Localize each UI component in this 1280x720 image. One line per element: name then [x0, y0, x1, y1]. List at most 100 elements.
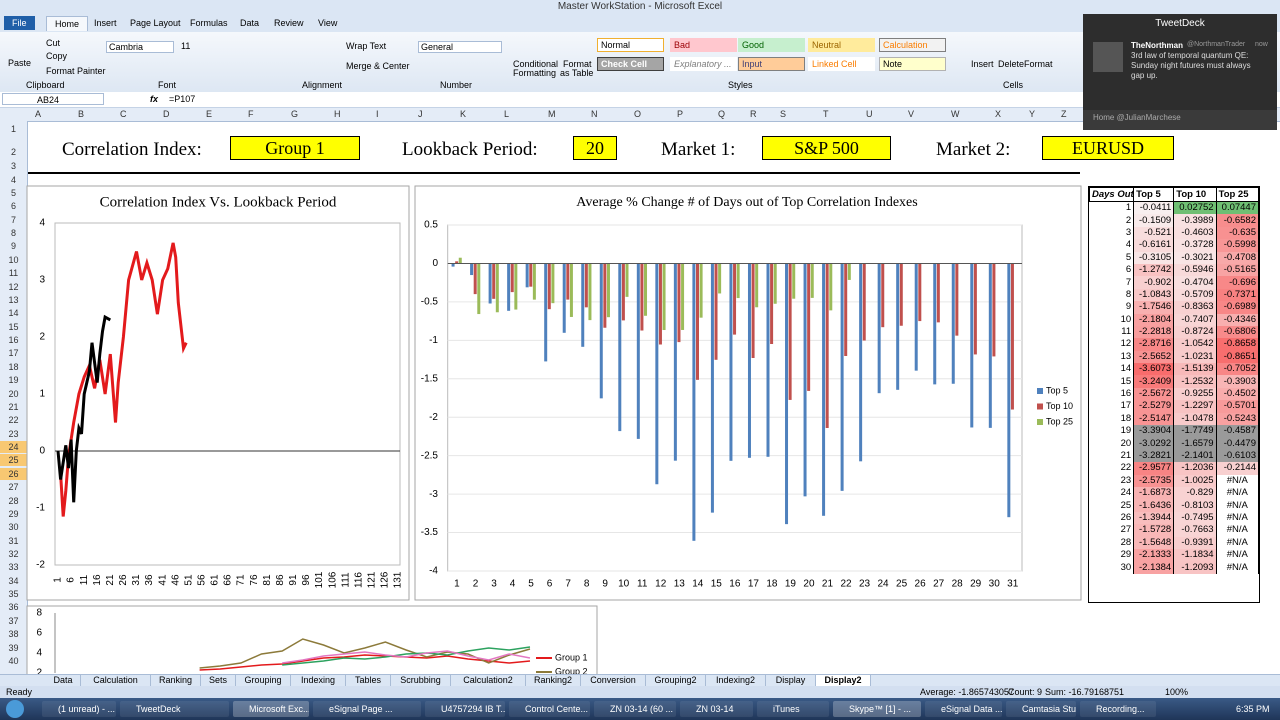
tweet-footer[interactable]: Home @JulianMarchese: [1093, 113, 1181, 122]
tweet-user[interactable]: TheNorthman: [1131, 41, 1183, 50]
sheet-tab[interactable]: Ranking2: [526, 675, 581, 686]
sheet-tab[interactable]: Display2: [816, 675, 871, 686]
ribbon-item[interactable]: as Table: [560, 68, 594, 78]
start-button[interactable]: [6, 700, 24, 718]
formula-text[interactable]: =P107: [169, 94, 196, 104]
table-cell: -0.6989: [1216, 301, 1259, 314]
ribbon-tab[interactable]: Insert: [94, 18, 117, 28]
cell-style[interactable]: Explanatory ...: [670, 57, 737, 71]
sheet-tab[interactable]: Sets: [201, 675, 236, 686]
cell-style[interactable]: Check Cell: [597, 57, 664, 71]
parameter-value[interactable]: S&P 500: [762, 136, 891, 160]
ribbon-item[interactable]: Format: [1024, 59, 1053, 69]
tweet-handle[interactable]: @NorthmanTrader: [1187, 41, 1246, 48]
sheet-tab[interactable]: Tables: [346, 675, 391, 686]
ribbon-item[interactable]: Format: [563, 59, 592, 69]
ribbon-item[interactable]: Cells: [1003, 80, 1024, 90]
sheet-tab[interactable]: Grouping2: [646, 675, 706, 686]
ribbon-item[interactable]: Alignment: [302, 80, 343, 90]
sheet-tab[interactable]: Indexing2: [706, 675, 766, 686]
column-header: O: [634, 109, 642, 119]
taskbar-item[interactable]: Camtasia Stu...: [1006, 701, 1076, 717]
ribbon-item[interactable]: Cambria: [106, 41, 174, 53]
fx-button[interactable]: fx: [150, 94, 159, 104]
ribbon-item[interactable]: Paste: [8, 58, 32, 68]
sheet-tab[interactable]: Calculation2: [451, 675, 526, 686]
sheet-tab[interactable]: Ranking: [151, 675, 201, 686]
sheet-tab[interactable]: Calculation: [81, 675, 151, 686]
cell-style[interactable]: Normal: [597, 38, 664, 52]
cell-style[interactable]: Bad: [670, 38, 737, 52]
cell-style[interactable]: Neutral: [808, 38, 875, 52]
ribbon-item[interactable]: Merge & Center: [346, 61, 410, 71]
table-cell: -1.0025: [1173, 474, 1217, 487]
parameter-value[interactable]: Group 1: [230, 136, 360, 160]
ribbon-tab[interactable]: View: [318, 18, 338, 28]
sheet-tab[interactable]: Conversion: [581, 675, 646, 686]
bar: [970, 263, 974, 428]
ribbon-item[interactable]: Formatting: [513, 68, 557, 78]
ribbon-item[interactable]: Copy: [46, 51, 68, 61]
column-header: E: [206, 109, 213, 119]
taskbar-item[interactable]: ZN 03-14: [680, 701, 753, 717]
sheet-tab[interactable]: Grouping: [236, 675, 291, 686]
taskbar-item[interactable]: eSignal Page ...: [313, 701, 421, 717]
row-header: 4: [10, 174, 16, 185]
taskbar-item[interactable]: (1 unread) - ...: [42, 701, 116, 717]
sheet-tab[interactable]: Display: [766, 675, 816, 686]
taskbar-item[interactable]: TweetDeck: [120, 701, 229, 717]
cell-style[interactable]: Note: [879, 57, 946, 71]
parameter-value[interactable]: EURUSD: [1042, 136, 1174, 160]
taskbar-item[interactable]: U4757294 IB T...: [425, 701, 505, 717]
ribbon-item[interactable]: Delete: [998, 59, 1025, 69]
taskbar-item[interactable]: Microsoft Exc...: [233, 701, 309, 717]
row-header: 21: [8, 401, 19, 412]
taskbar-item[interactable]: Control Cente...: [509, 701, 590, 717]
ribbon-item[interactable]: Conditional: [513, 59, 559, 69]
bar: [773, 263, 777, 304]
table-cell: -0.521: [1133, 226, 1175, 240]
table-row: 2 -0.1509 -0.3989 -0.6582: [1089, 214, 1259, 227]
ribbon-item[interactable]: Format Painter: [46, 66, 106, 76]
ribbon-item[interactable]: Insert: [971, 59, 994, 69]
ribbon-tab[interactable]: Data: [240, 18, 260, 28]
cell-style[interactable]: Good: [738, 38, 805, 52]
taskbar-item[interactable]: iTunes: [757, 701, 829, 717]
ribbon-item[interactable]: Clipboard: [26, 80, 65, 90]
ribbon-tab[interactable]: Review: [274, 18, 304, 28]
table-row: 30 -2.1384 -1.2093 #N/A: [1089, 561, 1259, 574]
sheet-tab[interactable]: Data: [46, 675, 81, 686]
cell-style[interactable]: Calculation: [879, 38, 946, 52]
data-line: [56, 314, 112, 503]
taskbar-item[interactable]: Skype™ [1] - ...: [833, 701, 921, 717]
ribbon-tab[interactable]: Formulas: [190, 18, 228, 28]
table-row: 9 -1.7546 -0.8363 -0.6989: [1089, 301, 1259, 314]
table-cell: 7: [1089, 276, 1135, 289]
zoom-level[interactable]: 100%: [1165, 687, 1189, 697]
cell-style[interactable]: Input: [738, 57, 805, 71]
table-cell: -1.2036: [1173, 462, 1217, 475]
ribbon-item[interactable]: Font: [158, 80, 177, 90]
parameter-value[interactable]: 20: [573, 136, 617, 160]
sheet-tab[interactable]: Scrubbing: [391, 675, 451, 686]
ribbon-item[interactable]: Wrap Text: [346, 41, 387, 51]
ribbon-item[interactable]: 11: [181, 41, 191, 51]
taskbar-item[interactable]: Recording...: [1080, 701, 1156, 717]
tweet-footer-bar: [1083, 110, 1277, 130]
name-box[interactable]: AB24: [2, 93, 104, 105]
taskbar-item[interactable]: ZN 03-14 (60 ...: [594, 701, 676, 717]
ribbon-tab[interactable]: Page Layout: [130, 18, 181, 28]
ribbon-tab[interactable]: Home: [46, 16, 89, 31]
taskbar-item[interactable]: eSignal Data ...: [925, 701, 1002, 717]
ribbon-tab[interactable]: File: [4, 16, 35, 30]
bar: [847, 263, 851, 280]
parameter-label: Market 2:: [936, 139, 1011, 160]
ribbon-item[interactable]: General: [418, 41, 502, 53]
ribbon-item[interactable]: Cut: [46, 38, 61, 48]
ribbon-item[interactable]: Styles: [728, 80, 753, 90]
ribbon-item[interactable]: Number: [440, 80, 473, 90]
sheet-tab[interactable]: Indexing: [291, 675, 346, 686]
x-tick-label: 1: [454, 579, 460, 590]
cell-style[interactable]: Linked Cell: [808, 57, 875, 71]
